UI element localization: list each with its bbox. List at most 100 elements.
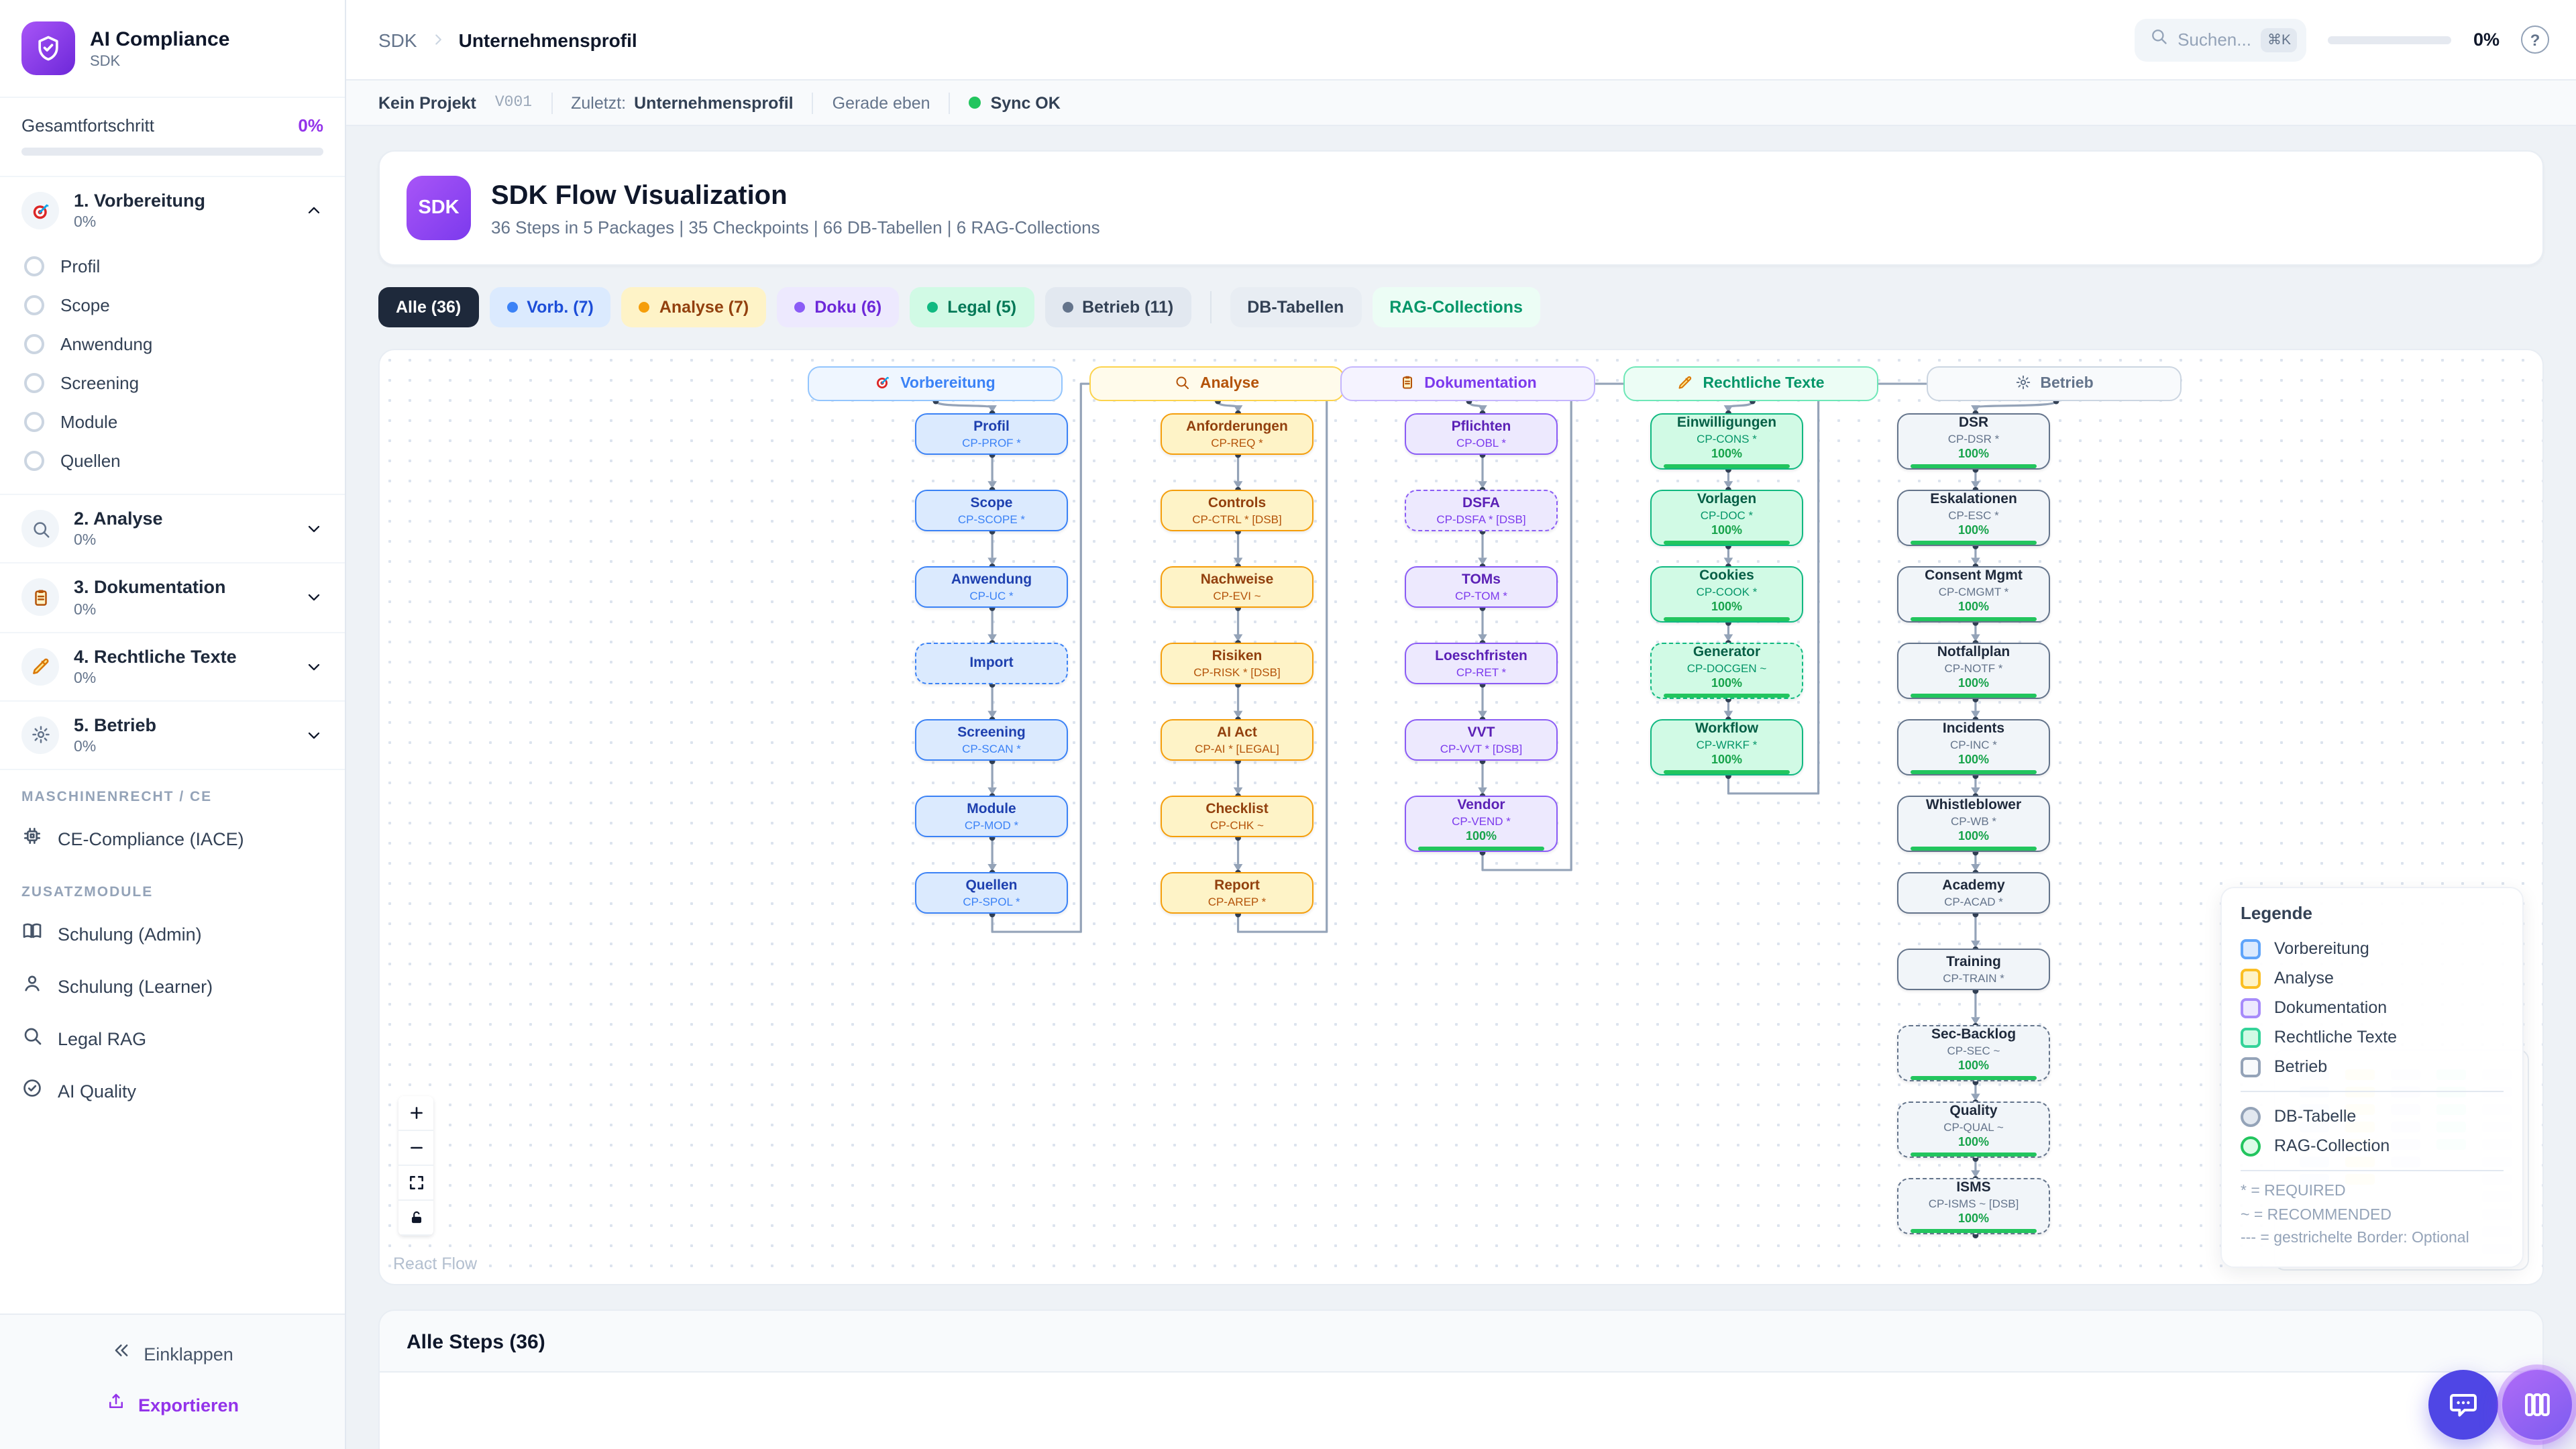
flow-column-header-analyse[interactable]: Analyse bbox=[1089, 366, 1344, 401]
legend-item-green: Rechtliche Texte bbox=[2241, 1023, 2504, 1053]
flow-node-training[interactable]: Training CP-TRAIN * bbox=[1897, 949, 2050, 990]
sidebar-item-schulung-learner-[interactable]: Schulung (Learner) bbox=[0, 961, 345, 1013]
flow-node-einwilligungen[interactable]: Einwilligungen CP-CONS * 100% bbox=[1650, 413, 1803, 470]
lock-button lock-icon[interactable] bbox=[398, 1201, 433, 1236]
sidebar-phase-4[interactable]: 4. Rechtliche Texte 0% bbox=[0, 633, 345, 700]
flow-node-workflow[interactable]: Workflow CP-WRKF * 100% bbox=[1650, 719, 1803, 775]
flow-node-consent-mgmt[interactable]: Consent Mgmt CP-CMGMT * 100% bbox=[1897, 566, 2050, 623]
panels-fab-button columns-icon[interactable] bbox=[2501, 1368, 2573, 1441]
flow-node-controls[interactable]: Controls CP-CTRL * [DSB] bbox=[1161, 490, 1313, 531]
last-visited-value: Unternehmensprofil bbox=[634, 93, 794, 112]
flow-node-risiken[interactable]: Risiken CP-RISK * [DSB] bbox=[1161, 643, 1313, 684]
flow-node-quellen[interactable]: Quellen CP-SPOL * bbox=[915, 872, 1068, 914]
node-code: CP-DSFA * [DSB] bbox=[1436, 512, 1526, 526]
search-input[interactable]: Suchen... ⌘K bbox=[2135, 18, 2307, 61]
flow-node-anforderungen[interactable]: Anforderungen CP-REQ * bbox=[1161, 413, 1313, 455]
chat-fab-button chat-bubble-icon[interactable] bbox=[2428, 1370, 2498, 1440]
flow-node-nachweise[interactable]: Nachweise CP-EVI ~ bbox=[1161, 566, 1313, 608]
filter-rag[interactable]: RAG-Collections bbox=[1372, 287, 1540, 327]
zoom-out-button minus-icon[interactable] bbox=[398, 1131, 433, 1166]
sidebar-item-label: AI Quality bbox=[58, 1081, 137, 1102]
flow-canvas[interactable]: Vorbereitung Profil CP-PROF * Scope CP-SCOPE… bbox=[378, 349, 2544, 1285]
sidebar-item-schulung-admin-[interactable]: Schulung (Admin) bbox=[0, 908, 345, 961]
sidebar-phase-1[interactable]: 1. Vorbereitung 0% bbox=[0, 177, 345, 244]
flow-node-generator[interactable]: Generator CP-DOCGEN ~100% bbox=[1650, 643, 1803, 699]
sidebar-item-ce-compliance-iace-[interactable]: CE-Compliance (IACE) bbox=[0, 813, 345, 865]
step-label: Anwendung bbox=[60, 334, 153, 355]
sidebar-item-legal-rag[interactable]: Legal RAG bbox=[0, 1013, 345, 1065]
breadcrumb-root[interactable]: SDK bbox=[378, 29, 417, 50]
page-title: SDK Flow Visualization bbox=[491, 180, 788, 210]
export-button[interactable]: Exportieren bbox=[0, 1379, 345, 1430]
flow-node-eskalationen[interactable]: Eskalationen CP-ESC * 100% bbox=[1897, 490, 2050, 546]
sidebar-step-module[interactable]: Module bbox=[0, 402, 345, 441]
flow-node-dsfa[interactable]: DSFA CP-DSFA * [DSB] bbox=[1405, 490, 1558, 531]
flow-node-vendor[interactable]: Vendor CP-VEND * 100% bbox=[1405, 796, 1558, 852]
flow-node-vorlagen[interactable]: Vorlagen CP-DOC * 100% bbox=[1650, 490, 1803, 546]
filter-dot bbox=[794, 302, 806, 313]
sidebar-step-screening[interactable]: Screening bbox=[0, 364, 345, 402]
flow-node-sec-backlog[interactable]: Sec-Backlog CP-SEC ~100% bbox=[1897, 1025, 2050, 1081]
sidebar-phase-3[interactable]: 3. Dokumentation 0% bbox=[0, 564, 345, 631]
sidebar-phase-2[interactable]: 2. Analyse 0% bbox=[0, 495, 345, 562]
chevrons-left-icon bbox=[111, 1340, 131, 1367]
node-code: CP-TRAIN * bbox=[1943, 971, 2004, 985]
flow-node-dsr[interactable]: DSR CP-DSR * 100% bbox=[1897, 413, 2050, 470]
user-icon bbox=[21, 973, 43, 1001]
flow-node-report[interactable]: Report CP-AREP * bbox=[1161, 872, 1313, 914]
sidebar-header: AI Compliance SDK bbox=[0, 0, 345, 98]
clipboard-icon bbox=[21, 578, 59, 616]
sidebar-step-quellen[interactable]: Quellen bbox=[0, 441, 345, 480]
filter-doku[interactable]: Doku (6) bbox=[777, 287, 900, 327]
flow-column-header-vorbereitung[interactable]: Vorbereitung bbox=[808, 366, 1063, 401]
flow-node-screening[interactable]: Screening CP-SCAN * bbox=[915, 719, 1068, 761]
node-progress-bar bbox=[1418, 847, 1544, 851]
sidebar-step-anwendung[interactable]: Anwendung bbox=[0, 325, 345, 364]
flow-node-pflichten[interactable]: Pflichten CP-OBL * bbox=[1405, 413, 1558, 455]
filter-betrieb[interactable]: Betrieb (11) bbox=[1044, 287, 1191, 327]
filter-alle[interactable]: Alle (36) bbox=[378, 287, 479, 327]
zoom-in-button plus-icon[interactable] bbox=[398, 1096, 433, 1131]
flow-column-header-betrieb[interactable]: Betrieb bbox=[1927, 366, 2182, 401]
flow-node-import[interactable]: Import bbox=[915, 643, 1068, 684]
filter-analyse[interactable]: Analyse (7) bbox=[621, 287, 767, 327]
flow-node-notfallplan[interactable]: Notfallplan CP-NOTF * 100% bbox=[1897, 643, 2050, 699]
flow-column-header-dokumentation[interactable]: Dokumentation bbox=[1340, 366, 1595, 401]
help-button[interactable]: ? bbox=[2521, 25, 2549, 54]
node-title: Eskalationen bbox=[1930, 491, 2017, 507]
flow-node-anwendung[interactable]: Anwendung CP-UC * bbox=[915, 566, 1068, 608]
filter-vorb[interactable]: Vorb. (7) bbox=[489, 287, 611, 327]
node-progress-value: 100% bbox=[1957, 1059, 1990, 1073]
node-code: CP-SEC ~ bbox=[1947, 1044, 2000, 1058]
flow-node-whistleblower[interactable]: Whistleblower CP-WB * 100% bbox=[1897, 796, 2050, 852]
flow-column-header-rechtliche-texte[interactable]: Rechtliche Texte bbox=[1623, 366, 1878, 401]
flow-node-ai-act[interactable]: AI Act CP-AI * [LEGAL] bbox=[1161, 719, 1313, 761]
sidebar-step-profil[interactable]: Profil bbox=[0, 247, 345, 286]
flow-node-vvt[interactable]: VVT CP-VVT * [DSB] bbox=[1405, 719, 1558, 761]
sidebar-step-scope[interactable]: Scope bbox=[0, 286, 345, 325]
flow-node-isms[interactable]: ISMS CP-ISMS ~ [DSB] 100% bbox=[1897, 1178, 2050, 1234]
filter-legal[interactable]: Legal (5) bbox=[910, 287, 1034, 327]
fit-view-button fit-icon[interactable] bbox=[398, 1166, 433, 1201]
sidebar-phase-5[interactable]: 5. Betrieb 0% bbox=[0, 702, 345, 769]
sidebar-item-ai-quality[interactable]: AI Quality bbox=[0, 1065, 345, 1118]
all-steps-title: Alle Steps (36) bbox=[380, 1311, 2542, 1373]
node-progress-value: 100% bbox=[1711, 600, 1743, 614]
flow-node-academy[interactable]: Academy CP-ACAD * bbox=[1897, 872, 2050, 914]
flow-node-checklist[interactable]: Checklist CP-CHK ~ bbox=[1161, 796, 1313, 837]
flow-node-loeschfristen[interactable]: Loeschfristen CP-RET * bbox=[1405, 643, 1558, 684]
collapse-sidebar-button[interactable]: Einklappen bbox=[0, 1328, 345, 1379]
flow-node-incidents[interactable]: Incidents CP-INC * 100% bbox=[1897, 719, 2050, 775]
flow-node-quality[interactable]: Quality CP-QUAL ~100% bbox=[1897, 1102, 2050, 1158]
flow-node-scope[interactable]: Scope CP-SCOPE * bbox=[915, 490, 1068, 531]
node-title: Pflichten bbox=[1451, 418, 1511, 435]
flow-node-profil[interactable]: Profil CP-PROF * bbox=[915, 413, 1068, 455]
status-bar: Kein Projekt V001 Zuletzt: Unternehmensp… bbox=[346, 80, 2576, 126]
flow-node-cookies[interactable]: Cookies CP-COOK * 100% bbox=[1650, 566, 1803, 623]
flow-legend: Legende Vorbereitung Analyse Dokumentation… bbox=[2220, 887, 2524, 1268]
flow-node-toms[interactable]: TOMs CP-TOM * bbox=[1405, 566, 1558, 608]
sidebar-nav: 1. Vorbereitung 0% Profil Scope Anwendung S… bbox=[0, 177, 345, 1313]
filter-db[interactable]: DB-Tabellen bbox=[1230, 287, 1362, 327]
flow-node-module[interactable]: Module CP-MOD * bbox=[915, 796, 1068, 837]
legend-notes: * = REQUIRED ~ = RECOMMENDED --- = gestric… bbox=[2241, 1183, 2469, 1246]
